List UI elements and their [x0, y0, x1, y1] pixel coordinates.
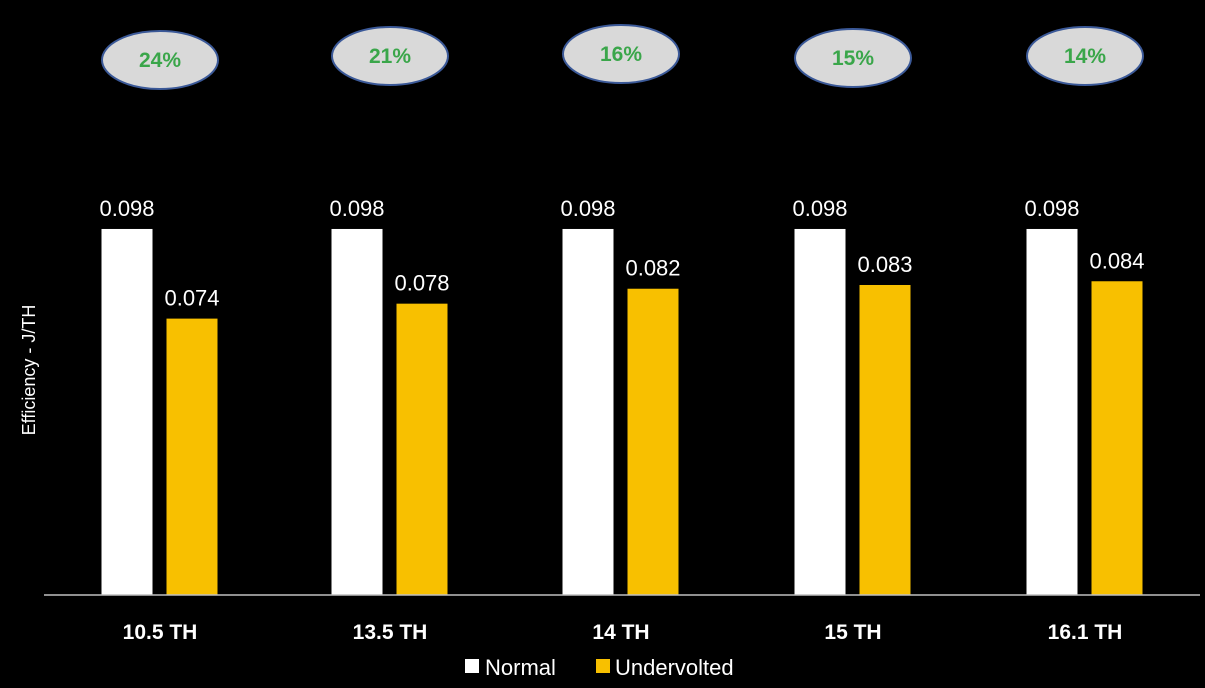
bar-undervolted-4 — [1091, 281, 1143, 595]
data-label-normal-1: 0.098 — [329, 196, 384, 221]
category-label-2: 14 TH — [592, 621, 649, 644]
y-axis-label: Efficiency - J/TH — [19, 305, 39, 436]
legend-swatch-undervolted — [596, 659, 610, 673]
bar-normal-3 — [794, 228, 846, 595]
legend-label-normal: Normal — [485, 655, 556, 680]
percentage-badge-text-1: 21% — [369, 45, 411, 68]
data-label-undervolted-4: 0.084 — [1089, 248, 1144, 273]
percentage-badge-text-2: 16% — [600, 43, 642, 66]
legend-label-undervolted: Undervolted — [615, 655, 734, 680]
percentage-badge-3 — [794, 28, 912, 88]
bar-undervolted-1 — [396, 303, 448, 595]
data-label-undervolted-0: 0.074 — [164, 286, 219, 311]
bar-undervolted-3 — [859, 284, 911, 595]
data-label-undervolted-2: 0.082 — [625, 256, 680, 281]
data-label-normal-3: 0.098 — [792, 196, 847, 221]
percentage-badge-text-3: 15% — [832, 47, 874, 70]
percentage-badge-4 — [1026, 26, 1144, 86]
data-label-normal-2: 0.098 — [560, 196, 615, 221]
data-label-undervolted-1: 0.078 — [394, 271, 449, 296]
bars-group — [101, 228, 1143, 595]
percentage-badge-2 — [562, 24, 680, 84]
bar-normal-4 — [1026, 228, 1078, 595]
percentage-badge-1 — [331, 26, 449, 86]
bar-normal-2 — [562, 228, 614, 595]
percentage-badge-text-4: 14% — [1064, 45, 1106, 68]
category-labels: 10.5 TH 13.5 TH 14 TH 15 TH 16.1 TH — [123, 621, 1123, 644]
category-label-1: 13.5 TH — [353, 621, 428, 644]
bar-normal-0 — [101, 228, 153, 595]
category-label-0: 10.5 TH — [123, 621, 198, 644]
legend: Normal Undervolted — [465, 655, 734, 680]
legend-swatch-normal — [465, 659, 479, 673]
data-label-undervolted-3: 0.083 — [857, 252, 912, 277]
data-label-normal-0: 0.098 — [99, 196, 154, 221]
category-label-3: 15 TH — [824, 621, 881, 644]
percentage-badge-text-0: 24% — [139, 49, 181, 72]
bar-undervolted-2 — [627, 288, 679, 595]
data-labels-group: 0.098 0.074 0.098 0.078 0.098 0.082 0.098 0.083… — [99, 196, 1144, 311]
category-label-4: 16.1 TH — [1048, 621, 1123, 644]
bar-undervolted-0 — [166, 318, 218, 595]
bar-normal-1 — [331, 228, 383, 595]
percentage-badge-0 — [101, 30, 219, 90]
data-label-normal-4: 0.098 — [1024, 196, 1079, 221]
percentage-badges: 24% 21% 16% 15% 14% — [101, 24, 1144, 90]
